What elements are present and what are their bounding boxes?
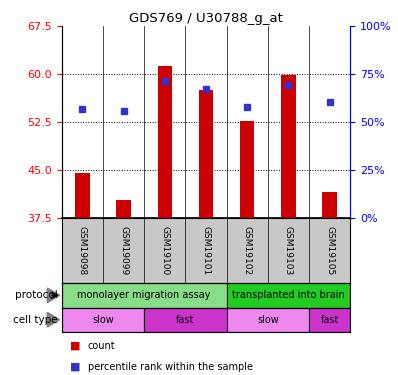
Text: protocol: protocol [15, 290, 58, 300]
Bar [75, 173, 90, 217]
Text: percentile rank within the sample: percentile rank within the sample [88, 362, 253, 372]
Text: ■: ■ [70, 340, 80, 351]
Text: GSM19103: GSM19103 [284, 226, 293, 275]
Bar [281, 75, 296, 217]
Text: count: count [88, 340, 115, 351]
Polygon shape [47, 288, 60, 303]
Polygon shape [47, 312, 60, 327]
Bar [226, 283, 350, 308]
Text: GSM19098: GSM19098 [78, 226, 87, 275]
Bar [199, 90, 213, 218]
Text: transplanted into brain: transplanted into brain [232, 290, 345, 300]
Text: GSM19102: GSM19102 [243, 226, 252, 275]
Text: GSM19101: GSM19101 [201, 226, 211, 275]
Bar [226, 308, 309, 332]
Bar [309, 308, 350, 332]
Bar [116, 200, 131, 217]
Text: GSM19105: GSM19105 [325, 226, 334, 275]
Bar [144, 308, 226, 332]
Text: fast: fast [176, 315, 195, 325]
Bar [240, 121, 254, 218]
Text: ■: ■ [70, 362, 80, 372]
Bar [158, 66, 172, 218]
Text: slow: slow [92, 315, 114, 325]
Text: fast: fast [320, 315, 339, 325]
Bar [62, 308, 144, 332]
Title: GDS769 / U30788_g_at: GDS769 / U30788_g_at [129, 12, 283, 25]
Bar [322, 192, 337, 217]
Text: GSM19099: GSM19099 [119, 226, 128, 275]
Text: monolayer migration assay: monolayer migration assay [78, 290, 211, 300]
Text: GSM19100: GSM19100 [160, 226, 169, 275]
Text: cell type: cell type [13, 315, 58, 325]
Text: slow: slow [257, 315, 279, 325]
Bar [62, 283, 226, 308]
